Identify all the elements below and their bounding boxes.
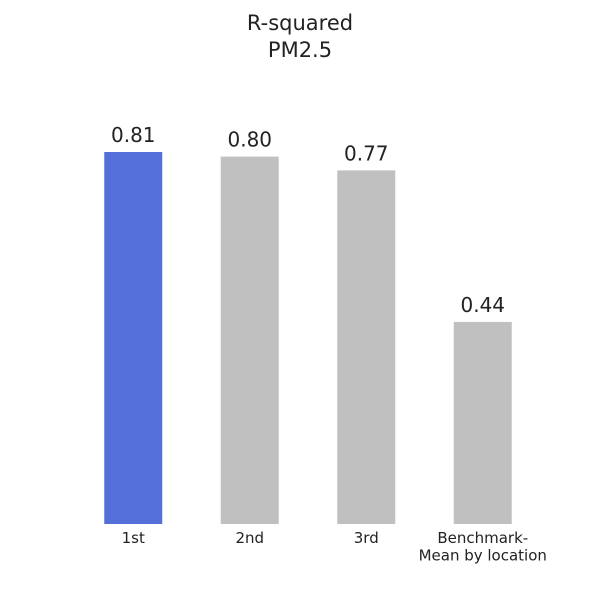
value-label: 0.44 [460, 293, 505, 317]
value-label: 0.77 [344, 141, 389, 165]
chart-title: R-squared [247, 11, 353, 35]
bar [337, 170, 396, 525]
bar [220, 156, 279, 524]
bar [104, 152, 163, 524]
x-tick-label: 1st [122, 529, 145, 547]
value-label: 0.80 [227, 128, 272, 152]
x-tick-label: 2nd [235, 529, 264, 547]
x-tick-label: Benchmark-Mean by location [419, 529, 547, 564]
value-label: 0.81 [111, 123, 156, 147]
chart-subtitle: PM2.5 [268, 38, 332, 62]
bar [453, 321, 512, 524]
x-tick-label: 3rd [354, 529, 379, 547]
